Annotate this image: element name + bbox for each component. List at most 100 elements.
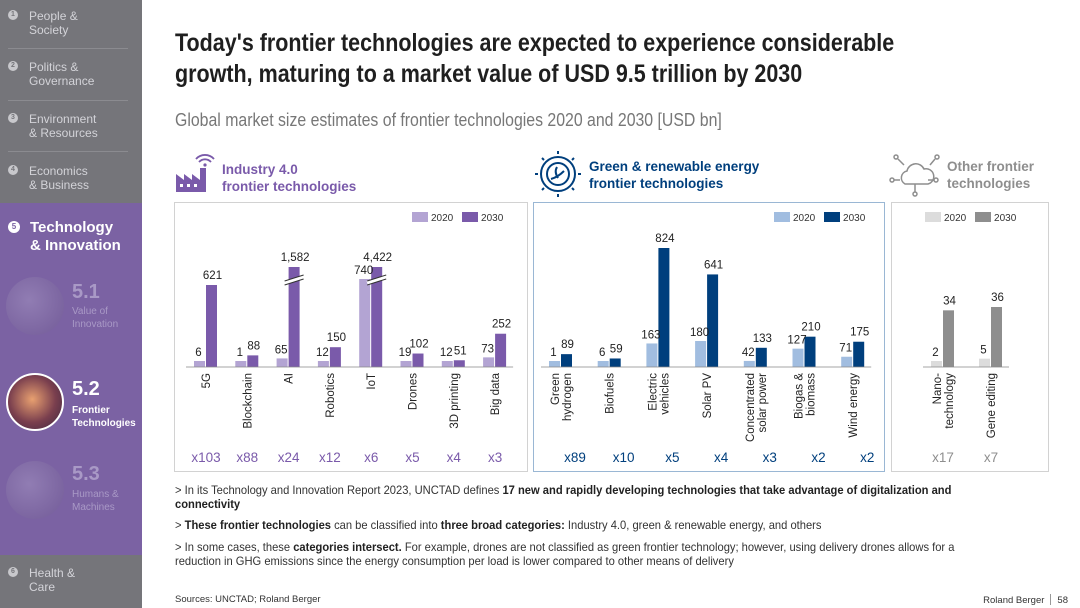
data-label-2030: 133 [753,333,772,345]
category-label: Biogas &biomass [794,373,818,419]
data-label-2030: 4,422 [363,252,392,264]
sidebar-item-health-care[interactable]: 6 Health & Care [0,566,142,594]
data-label-2030: 621 [203,270,222,282]
sources: Sources: UNCTAD; Roland Berger [175,594,321,605]
bar-2020 [194,361,205,367]
category-label: 5G [201,373,213,388]
data-label-2020: 12 [440,347,453,359]
data-label-2030: 210 [801,322,820,334]
growth-multiplier: x103 [191,450,220,465]
bar-2020 [441,361,453,367]
bar-2020 [979,358,990,367]
bar-2020 [695,341,707,367]
bar-2030 [247,355,259,367]
data-label-2030: 88 [247,340,260,352]
category-title-green: Green & renewable energy frontier techno… [589,159,760,191]
page-title: Today's frontier technologies are expect… [175,29,895,88]
legend-swatch-2030 [975,212,992,222]
category-label: Gene editing [986,373,998,438]
subsection-label: Frontier Technologies [72,405,136,429]
growth-multiplier: x88 [236,450,258,465]
data-label-2030: 51 [454,345,467,357]
sidebar-item-environment-resources[interactable]: 3 Environment & Resources [0,112,142,140]
category-label: Greenhydrogen [550,373,574,421]
category-label: Big data [490,372,502,415]
sidebar-item-economics-business[interactable]: 4 Economics & Business [0,164,142,192]
legend-label-2020: 2020 [793,213,816,224]
category-label: Nano-technology [932,373,956,429]
category-label: Solar PV [702,373,714,419]
bullet-bold: These frontier technologies [184,518,331,532]
page-number: 58 [1057,595,1068,606]
divider [8,100,128,101]
legend-label-2020: 2020 [431,213,454,224]
bar-2020 [931,361,942,367]
data-label-2020: 19 [399,347,412,359]
data-label-2020: 740 [354,265,373,277]
subsection-number: 5.3 [72,463,100,485]
growth-multiplier: x2 [860,450,874,465]
legend: 2020 2030 [774,212,865,224]
category-label: Electricvehicles [647,373,671,415]
category-label: Robotics [325,373,337,418]
sidebar-item-politics-governance[interactable]: 2 Politics & Governance [0,60,142,88]
legend-label-2030: 2030 [994,213,1017,224]
legend-swatch-2030 [824,212,841,222]
bar-2030 [288,267,300,367]
axis-break [283,275,305,285]
axis-break [367,278,387,286]
legend: 2020 2030 [925,212,1016,224]
bar-2030 [453,360,465,367]
bar-2020 [235,361,247,367]
sidebar-item-label: People & Society [29,9,78,37]
category-label: Drones [408,373,420,410]
sidebar-section-technology-innovation[interactable]: 5 Technology & Innovation 5.1 Value of I… [0,203,142,555]
bullet-bold: categories intersect. [293,540,402,554]
chart-subtitle: Global market size estimates of frontier… [175,110,722,130]
divider [8,48,128,49]
data-label-2020: 2 [932,347,938,359]
data-label-2020: 1 [550,347,556,359]
category-title-other: Other frontier technologies [947,159,1035,191]
bullet-1: > In its Technology and Innovation Repor… [175,483,975,511]
bar-2030 [755,347,767,367]
bar-2020 [276,358,288,367]
footer: Roland Berger 58 [983,594,1068,606]
growth-multiplier: x10 [613,450,635,465]
growth-multiplier: x2 [811,450,825,465]
bar-2030 [561,354,572,367]
data-label-2020: 71 [839,343,852,355]
data-label-2030: 1,582 [281,252,310,264]
bar-2030 [658,248,670,367]
bar-2020 [597,361,609,367]
subsection-number: 5.1 [72,281,100,303]
bullet-marker: > [175,540,182,554]
sidebar-item-label: Health & Care [29,566,76,594]
bullet-2: > These frontier technologies can be cla… [175,518,975,532]
section-number-badge: 2 [8,61,18,71]
growth-multiplier: x12 [319,450,341,465]
bar-2020 [841,356,853,367]
data-label-2030: 59 [610,343,623,355]
axis-break [284,274,304,282]
bar-2030 [609,358,621,367]
data-label-2030: 175 [850,327,869,339]
legend-label-2030: 2030 [843,213,866,224]
data-label-2020: 1 [237,347,243,359]
data-label-2030: 36 [991,292,1004,304]
sidebar-item-label: Environment & Resources [29,112,98,140]
bullet-marker: > [175,483,182,497]
data-label-2020: 65 [275,344,288,356]
data-label-2020: 6 [599,347,605,359]
sidebar: 1 People & Society 2 Politics & Governance… [0,0,142,608]
bar-2020 [792,348,804,367]
axis-break [284,278,304,286]
axis-break [366,275,387,285]
category-label: 3D printing [449,373,461,429]
sidebar-item-people-society[interactable]: 1 People & Society [0,9,142,37]
bar-2030 [804,336,816,367]
legend-label-2020: 2020 [944,213,967,224]
growth-multiplier: x17 [932,450,954,465]
data-label-2030: 89 [561,339,574,351]
active-section-title: Technology & Innovation [30,219,121,254]
